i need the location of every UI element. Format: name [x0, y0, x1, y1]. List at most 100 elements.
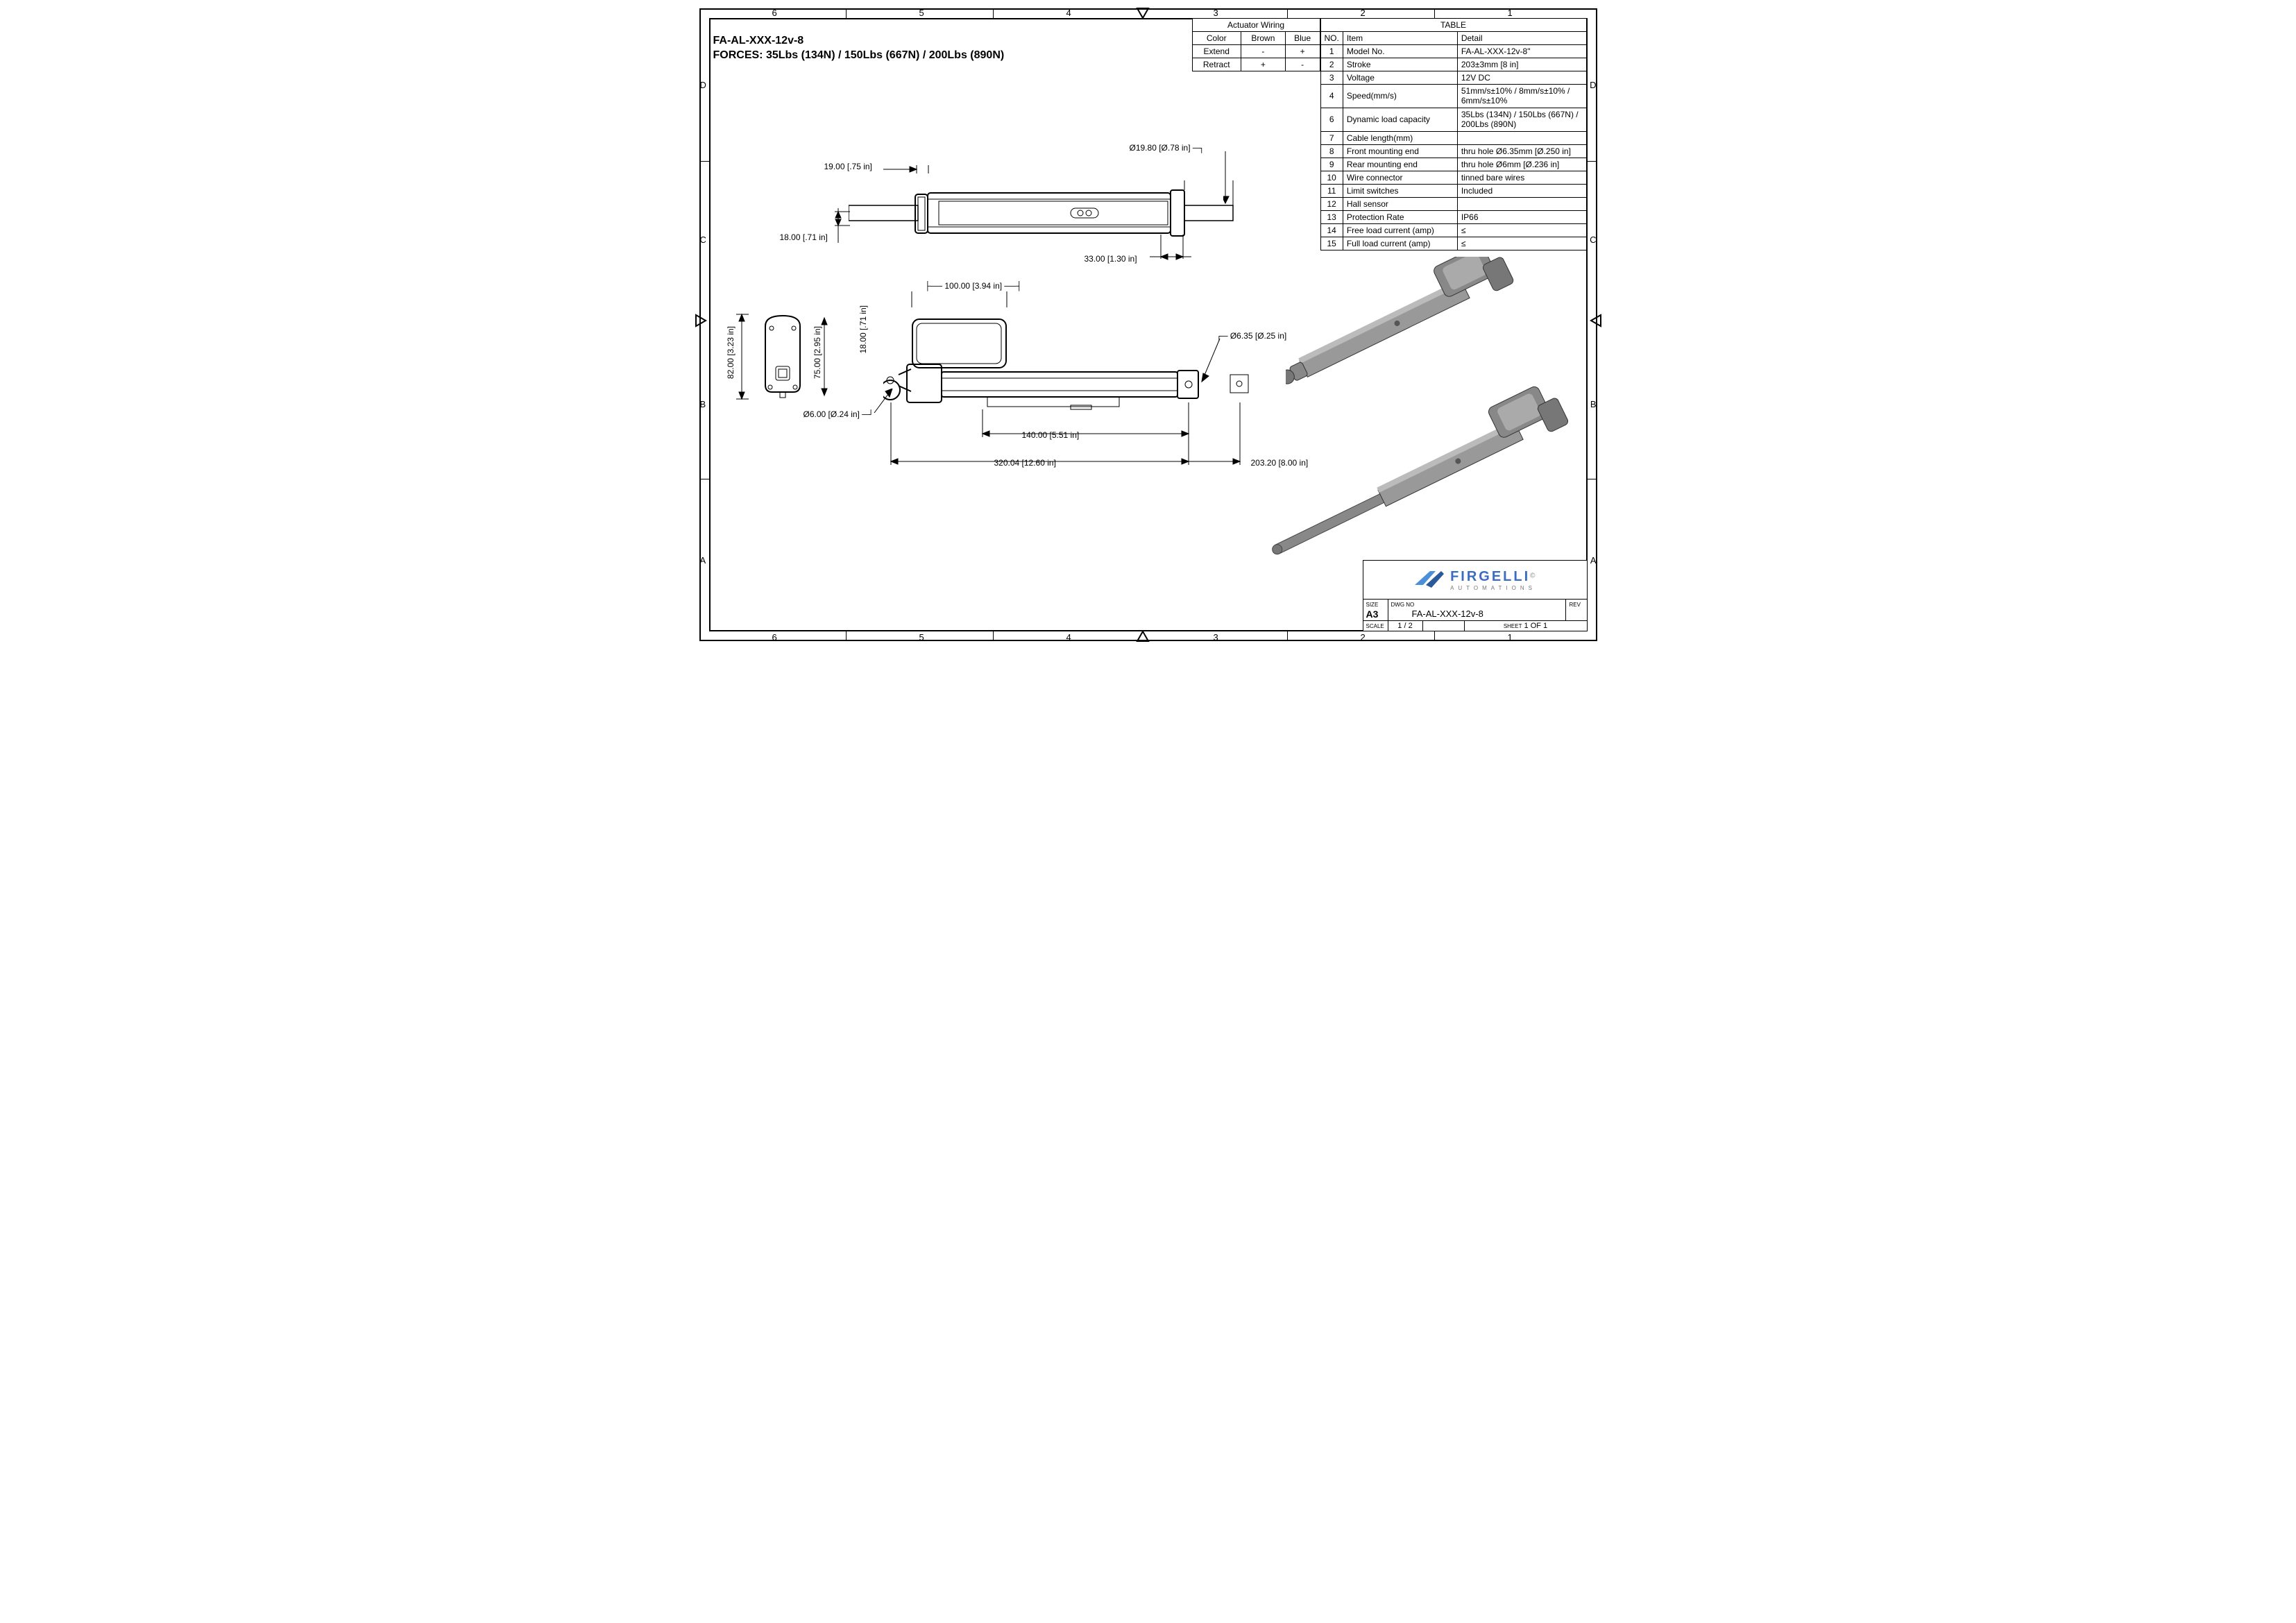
zone-right: B: [1590, 399, 1597, 409]
spec-cell: 8: [1320, 144, 1343, 158]
iso-extended: [1265, 382, 1570, 562]
dim-18b: 18.00 [.71 in]: [858, 305, 868, 353]
spec-cell: Front mounting end: [1343, 144, 1457, 158]
spec-cell: ≤: [1457, 223, 1586, 237]
forces-line: FORCES: 35Lbs (134N) / 150Lbs (667N) / 2…: [713, 49, 1005, 63]
spec-cell: 11: [1320, 184, 1343, 197]
scale-value: 1 / 2: [1388, 621, 1422, 631]
spec-cell: thru hole Ø6mm [Ø.236 in]: [1457, 158, 1586, 171]
zone-right: A: [1590, 555, 1597, 566]
spec-title: TABLE: [1320, 19, 1586, 32]
zone-right: C: [1590, 235, 1596, 245]
drawing-title: FA-AL-XXX-12v-8 FORCES: 35Lbs (134N) / 1…: [713, 34, 1005, 63]
spec-cell: Stroke: [1343, 58, 1457, 71]
wiring-cell: -: [1241, 45, 1285, 58]
dim-33: 33.00 [1.30 in]: [1085, 254, 1137, 264]
wiring-cell: Extend: [1192, 45, 1241, 58]
spec-cell: Wire connector: [1343, 171, 1457, 184]
spec-cell: [1457, 197, 1586, 210]
brand-name: FIRGELLI: [1450, 569, 1530, 585]
spec-col: NO.: [1320, 32, 1343, 45]
size-label: SIZE: [1366, 602, 1379, 608]
zone-top: 6: [772, 8, 777, 18]
spec-cell: 51mm/s±10% / 8mm/s±10% / 6mm/s±10%: [1457, 85, 1586, 108]
end-view: [755, 312, 810, 402]
wiring-col: Blue: [1285, 32, 1320, 45]
zone-top: 2: [1361, 8, 1366, 18]
sheet-label: SHEET: [1504, 623, 1522, 629]
dim-rod-dia: Ø19.80 [Ø.78 in] ─┐: [1130, 143, 1205, 153]
zone-top: 1: [1508, 8, 1513, 18]
dim-19: 19.00 [.75 in]: [824, 162, 872, 171]
brand-logo-icon: [1413, 568, 1444, 591]
zone-bot: 2: [1361, 632, 1366, 643]
spec-cell: 7: [1320, 131, 1343, 144]
zone-top: 4: [1066, 8, 1071, 18]
spec-col: Detail: [1457, 32, 1586, 45]
spec-cell: tinned bare wires: [1457, 171, 1586, 184]
spec-cell: Speed(mm/s): [1343, 85, 1457, 108]
spec-cell: Model No.: [1343, 45, 1457, 58]
wiring-col: Color: [1192, 32, 1241, 45]
brand-sub: AUTOMATIONS: [1450, 585, 1536, 591]
spec-cell: 15: [1320, 237, 1343, 250]
zone-left: A: [700, 555, 706, 566]
spec-cell: 3: [1320, 71, 1343, 85]
wiring-title: Actuator Wiring: [1192, 19, 1320, 32]
spec-cell: 2: [1320, 58, 1343, 71]
zone-bot: 3: [1214, 632, 1218, 643]
spec-cell: 10: [1320, 171, 1343, 184]
dim-635: ┌─ Ø6.35 [Ø.25 in]: [1216, 331, 1287, 341]
zone-left: C: [700, 235, 706, 245]
wiring-table: Actuator Wiring Color Brown Blue Extend …: [1192, 18, 1320, 71]
spec-cell: IP66: [1457, 210, 1586, 223]
dim-6: Ø6.00 [Ø.24 in] ─┘: [803, 409, 874, 419]
dim-82: 82.00 [3.23 in]: [726, 326, 735, 379]
spec-cell: Full load current (amp): [1343, 237, 1457, 250]
spec-cell: Free load current (amp): [1343, 223, 1457, 237]
spec-cell: Voltage: [1343, 71, 1457, 85]
zone-top: 5: [919, 8, 924, 18]
spec-cell: 4: [1320, 85, 1343, 108]
wiring-cell: +: [1285, 45, 1320, 58]
zone-left: D: [700, 80, 706, 90]
spec-cell: Hall sensor: [1343, 197, 1457, 210]
dwg-label: DWG NO: [1391, 602, 1415, 608]
spec-cell: Included: [1457, 184, 1586, 197]
wiring-cell: -: [1285, 58, 1320, 71]
zone-bot: 6: [772, 632, 777, 643]
spec-cell: Limit switches: [1343, 184, 1457, 197]
spec-cell: Rear mounting end: [1343, 158, 1457, 171]
spec-cell: 35Lbs (134N) / 150Lbs (667N) / 200Lbs (8…: [1457, 108, 1586, 131]
zone-right: D: [1590, 80, 1596, 90]
spec-cell: Dynamic load capacity: [1343, 108, 1457, 131]
spec-cell: 14: [1320, 223, 1343, 237]
spec-cell: 6: [1320, 108, 1343, 131]
sheet-value: 1 OF 1: [1524, 622, 1548, 630]
title-block: FIRGELLI© AUTOMATIONS SIZEA3 DWG NOFA-AL…: [1363, 560, 1588, 631]
dwg-value: FA-AL-XXX-12v-8: [1391, 609, 1483, 619]
spec-table: TABLE NO. Item Detail 1Model No.FA-AL-XX…: [1320, 18, 1587, 250]
spec-cell: 13: [1320, 210, 1343, 223]
dim-18: 18.00 [.71 in]: [780, 232, 828, 242]
spec-col: Item: [1343, 32, 1457, 45]
spec-cell: 203±3mm [8 in]: [1457, 58, 1586, 71]
zone-bot: 4: [1066, 632, 1071, 643]
spec-cell: Cable length(mm): [1343, 131, 1457, 144]
size-value: A3: [1366, 609, 1379, 620]
spec-cell: 12V DC: [1457, 71, 1586, 85]
spec-cell: 1: [1320, 45, 1343, 58]
wiring-cell: +: [1241, 58, 1285, 71]
zone-bot: 5: [919, 632, 924, 643]
wiring-cell: Retract: [1192, 58, 1241, 71]
zone-left: B: [700, 399, 706, 409]
iso-retracted: [1286, 257, 1549, 396]
zone-bot: 1: [1508, 632, 1513, 643]
spec-cell: [1457, 131, 1586, 144]
spec-cell: thru hole Ø6.35mm [Ø.250 in]: [1457, 144, 1586, 158]
spec-cell: ≤: [1457, 237, 1586, 250]
spec-cell: 12: [1320, 197, 1343, 210]
spec-cell: Protection Rate: [1343, 210, 1457, 223]
model-number: FA-AL-XXX-12v-8: [713, 34, 1005, 49]
spec-cell: FA-AL-XXX-12v-8": [1457, 45, 1586, 58]
